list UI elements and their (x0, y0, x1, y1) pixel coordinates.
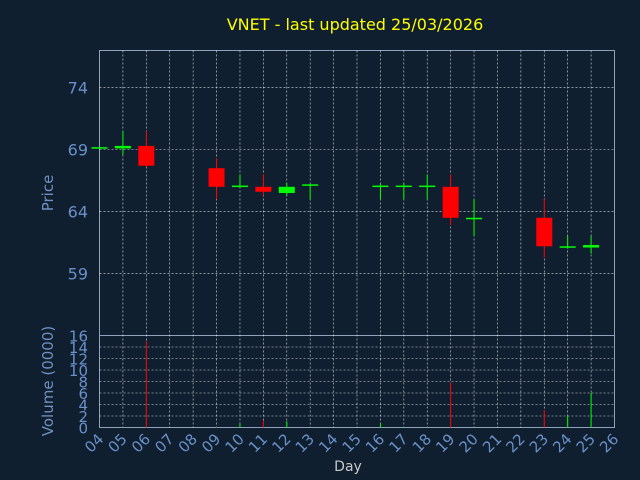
price-tick-label: 69 (68, 141, 88, 160)
volume-tick-label: 0 (78, 420, 88, 438)
candle-body (559, 246, 576, 248)
day-tick-labels: 0405060708091011121314151617181920212223… (81, 430, 622, 456)
grid-lines (99, 50, 615, 428)
day-tick-label: 23 (526, 430, 552, 456)
day-tick-label: 09 (198, 430, 224, 456)
price-tick-label: 59 (68, 265, 88, 284)
volume-tick-label: 12 (69, 351, 88, 369)
day-tick-label: 06 (128, 430, 154, 456)
day-tick-label: 18 (409, 430, 435, 456)
candle-body (583, 245, 600, 248)
day-tick-label: 19 (432, 430, 458, 456)
volume-axis-label: Volume (0000) (39, 326, 57, 436)
candle-body (419, 185, 436, 188)
price-tick-label: 64 (68, 203, 88, 222)
price-tick-labels: 59 64 69 74 (68, 79, 88, 284)
day-tick-label: 07 (151, 430, 177, 456)
price-axis-label: Price (39, 175, 57, 212)
volume-tick-label: 14 (69, 339, 88, 357)
candle-body (114, 145, 131, 149)
volume-tick-label: 6 (78, 385, 88, 403)
day-tick-label: 14 (315, 430, 341, 456)
day-tick-label: 17 (385, 430, 411, 456)
day-tick-label: 08 (175, 430, 201, 456)
day-tick-label: 20 (456, 430, 482, 456)
candle-body (278, 186, 295, 193)
candle-body (231, 185, 248, 188)
price-panel-frame (99, 50, 615, 336)
day-tick-label: 21 (479, 430, 505, 456)
day-tick-label: 11 (245, 430, 271, 456)
day-tick-label: 25 (573, 430, 599, 456)
price-tick-label: 74 (68, 79, 88, 98)
day-tick-label: 16 (362, 430, 388, 456)
day-tick-label: 15 (339, 430, 365, 456)
candle-body (372, 185, 389, 188)
day-tick-label: 13 (292, 430, 318, 456)
volume-bars (99, 341, 592, 428)
day-tick-label: 10 (222, 430, 248, 456)
candlesticks (91, 131, 600, 258)
candle-body (255, 186, 272, 192)
candle-body (208, 168, 225, 187)
day-tick-label: 22 (502, 430, 528, 456)
candle-body (302, 184, 319, 186)
day-tick-label: 26 (596, 430, 622, 456)
candle-body (91, 147, 108, 149)
chart-title: VNET - last updated 25/03/2026 (227, 15, 484, 34)
candle-body (466, 217, 483, 220)
x-axis-label: Day (334, 459, 362, 475)
day-tick-label: 12 (268, 430, 294, 456)
candle-body (138, 145, 155, 166)
volume-tick-label: 16 (69, 328, 88, 346)
candle-body (395, 185, 412, 188)
volume-tick-label: 8 (78, 374, 88, 392)
volume-tick-label: 4 (78, 397, 88, 415)
volume-tick-label: 10 (69, 362, 88, 380)
volume-tick-label: 2 (78, 408, 88, 426)
candle-body (536, 217, 553, 247)
day-tick-label: 24 (549, 430, 575, 456)
day-tick-label: 05 (105, 430, 131, 456)
candle-body (442, 186, 459, 218)
